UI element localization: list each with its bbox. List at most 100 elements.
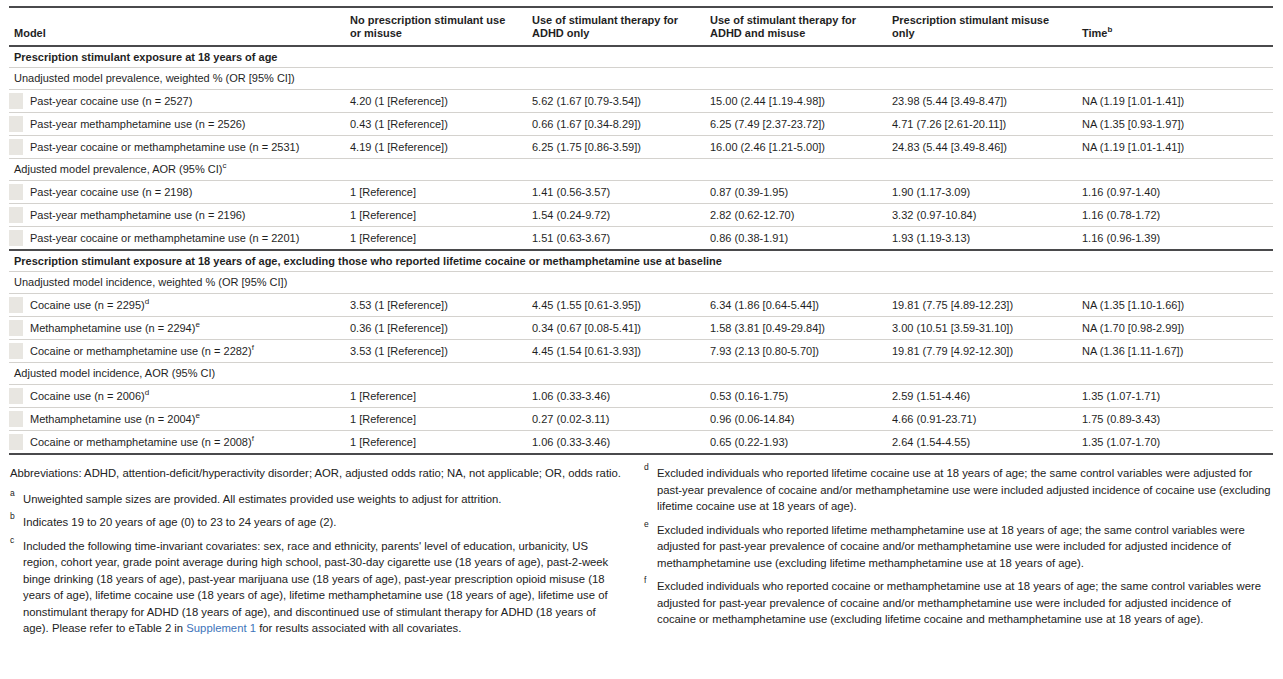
value-cell: 1 [Reference] (345, 390, 527, 403)
cell-text: 2.64 (1.54-4.55) (892, 436, 970, 448)
value-cell: 1.35 (1.07-1.71) (1077, 390, 1273, 403)
cell-text: 0.53 (0.16-1.75) (710, 390, 788, 402)
footnotes: Abbreviations: ADHD, attention-deficit/h… (0, 455, 1283, 644)
row-label-cell: Cocaine or methamphetamine use (n = 2008… (9, 434, 345, 450)
cell-text: 1.16 (0.97-1.40) (1082, 186, 1160, 198)
cell-text: Prescription stimulant exposure at 18 ye… (14, 255, 722, 267)
value-cell: 1 [Reference] (345, 436, 527, 449)
supplement-link[interactable]: Supplement 1 (186, 622, 256, 634)
value-cell: 5.62 (1.67 [0.79-3.54]) (527, 95, 705, 108)
value-cell: 1 [Reference] (345, 186, 527, 199)
value-cell: 24.83 (5.44 [3.49-8.46]) (887, 141, 1077, 154)
footnote: cIncluded the following time-invariant c… (10, 538, 622, 637)
row-label-cell: Past-year cocaine use (n = 2198) (9, 184, 345, 200)
cell-text: 4.45 (1.55 [0.61-3.95]) (532, 299, 641, 311)
value-cell: 4.66 (0.91-23.71) (887, 413, 1077, 426)
value-cell: 0.96 (0.06-14.84) (705, 413, 887, 426)
value-cell: 0.53 (0.16-1.75) (705, 390, 887, 403)
value-cell: 1.06 (0.33-3.46) (527, 436, 705, 449)
footnote-text: Unweighted sample sizes are provided. Al… (23, 493, 501, 505)
value-cell: 2.59 (1.51-4.46) (887, 390, 1077, 403)
section-header-row: Prescription stimulant exposure at 18 ye… (9, 45, 1273, 67)
value-cell: 0.66 (1.67 [0.34-8.29]) (527, 118, 705, 131)
footnote-text: Excluded individuals who reported cocain… (657, 580, 1261, 625)
cell-text: 1.54 (0.24-9.72) (532, 209, 610, 221)
cell-text: 0.66 (1.67 [0.34-8.29]) (532, 118, 641, 130)
superscript-marker: e (195, 411, 199, 420)
cell-text: 0.65 (0.22-1.93) (710, 436, 788, 448)
value-cell: 4.45 (1.54 [0.61-3.93]) (527, 345, 705, 358)
table-row: Past-year methamphetamine use (n = 2196)… (9, 203, 1273, 226)
row-indent-marker (9, 297, 23, 313)
value-cell: 19.81 (7.79 [4.92-12.30]) (887, 345, 1077, 358)
cell-text: 0.36 (1 [Reference]) (350, 322, 448, 334)
subsection-header-label: Unadjusted model prevalence, weighted % … (9, 72, 1273, 85)
cell-text: 1.90 (1.17-3.09) (892, 186, 970, 198)
row-label-cell: Past-year cocaine use (n = 2527) (9, 93, 345, 109)
cell-text: 7.93 (2.13 [0.80-5.70]) (710, 345, 819, 357)
footnote: fExcluded individuals who reported cocai… (644, 578, 1273, 628)
cell-text: Past-year methamphetamine use (n = 2196) (30, 209, 246, 221)
value-cell: 1 [Reference] (345, 209, 527, 222)
table-row: Past-year cocaine use (n = 2527)4.20 (1 … (9, 89, 1273, 112)
row-label: Cocaine or methamphetamine use (n = 2008… (30, 436, 254, 449)
superscript-marker: c (223, 161, 227, 170)
row-label-cell: Cocaine use (n = 2295)d (9, 297, 345, 313)
value-cell: 2.82 (0.62-12.70) (705, 209, 887, 222)
value-cell: 3.53 (1 [Reference]) (345, 299, 527, 312)
row-indent-marker (9, 434, 23, 450)
row-indent-marker (9, 388, 23, 404)
value-cell: 1 [Reference] (345, 413, 527, 426)
row-label: Methamphetamine use (n = 2294)e (30, 322, 200, 335)
column-header: Prescription stimulant misuse only (887, 14, 1077, 45)
value-cell: 16.00 (2.46 [1.21-5.00]) (705, 141, 887, 154)
cell-text: 16.00 (2.46 [1.21-5.00]) (710, 141, 825, 153)
table-row: Methamphetamine use (n = 2004)e 1 [Refere… (9, 407, 1273, 430)
cell-text: 3.32 (0.97-10.84) (892, 209, 976, 221)
cell-text: NA (1.35 [0.93-1.97]) (1082, 118, 1184, 130)
cell-text: 15.00 (2.44 [1.19-4.98]) (710, 95, 825, 107)
value-cell: NA (1.19 [1.01-1.41]) (1077, 95, 1273, 108)
value-cell: NA (1.70 [0.98-2.99]) (1077, 322, 1273, 335)
value-cell: 1.16 (0.97-1.40) (1077, 186, 1273, 199)
value-cell: 0.87 (0.39-1.95) (705, 186, 887, 199)
value-cell: 4.45 (1.55 [0.61-3.95]) (527, 299, 705, 312)
row-indent-marker (9, 230, 23, 246)
cell-text: 4.45 (1.54 [0.61-3.93]) (532, 345, 641, 357)
row-label: Past-year cocaine use (n = 2527) (30, 95, 192, 108)
row-label-cell: Methamphetamine use (n = 2294)e (9, 320, 345, 336)
superscript-marker: f (252, 434, 254, 443)
footnote-text: Excluded individuals who reported lifeti… (657, 467, 1271, 512)
table-row: Past-year cocaine or methamphetamine use… (9, 226, 1273, 249)
subsection-header-row: Adjusted model incidence, AOR (95% CI) (9, 362, 1273, 384)
cell-text: 1.35 (1.07-1.71) (1082, 390, 1160, 402)
cell-text: 23.98 (5.44 [3.49-8.47]) (892, 95, 1007, 107)
footnote: Abbreviations: ADHD, attention-deficit/h… (10, 465, 622, 482)
section-header-label: Prescription stimulant exposure at 18 ye… (9, 255, 1273, 268)
row-label-cell: Cocaine use (n = 2006)d (9, 388, 345, 404)
footnote-text: Abbreviations: ADHD, attention-deficit/h… (10, 467, 621, 479)
cell-text: 1.75 (0.89-3.43) (1082, 413, 1160, 425)
cell-text: Cocaine or methamphetamine use (n = 2008… (30, 436, 252, 448)
cell-text: Methamphetamine use (n = 2004) (30, 413, 195, 425)
row-label-cell: Cocaine or methamphetamine use (n = 2282… (9, 343, 345, 359)
cell-text: 4.71 (7.26 [2.61-20.11]) (892, 118, 1006, 130)
cell-text: 1 [Reference] (350, 186, 416, 198)
cell-text: NA (1.70 [0.98-2.99]) (1082, 322, 1184, 334)
cell-text: Past-year cocaine or methamphetamine use… (30, 232, 299, 244)
cell-text: 1.51 (0.63-3.67) (532, 232, 610, 244)
cell-text: 2.82 (0.62-12.70) (710, 209, 794, 221)
footnote-text: for results associated with all covariat… (256, 622, 461, 634)
value-cell: 3.53 (1 [Reference]) (345, 345, 527, 358)
cell-text: Adjusted model incidence, AOR (95% CI) (14, 367, 215, 379)
value-cell: 6.25 (7.49 [2.37-23.72]) (705, 118, 887, 131)
cell-text: 1.06 (0.33-3.46) (532, 436, 610, 448)
cell-text: Prescription stimulant misuse only (892, 14, 1049, 39)
cell-text: 0.27 (0.02-3.11) (532, 413, 609, 425)
subsection-header-label: Unadjusted model incidence, weighted % (… (9, 276, 1273, 289)
row-label-cell: Past-year cocaine or methamphetamine use… (9, 139, 345, 155)
table-row: Past-year cocaine or methamphetamine use… (9, 135, 1273, 158)
cell-text: 1.35 (1.07-1.70) (1082, 436, 1160, 448)
column-header-model: Model (9, 27, 345, 45)
cell-text: Model (14, 27, 46, 39)
